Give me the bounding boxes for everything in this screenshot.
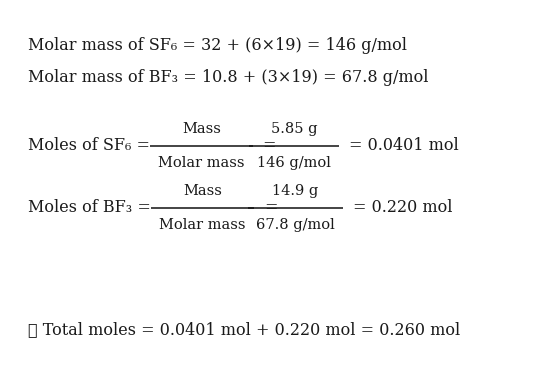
Text: =: = (264, 200, 277, 217)
Text: = 0.0401 mol: = 0.0401 mol (349, 138, 459, 155)
Text: 14.9 g: 14.9 g (272, 184, 318, 198)
Text: 5.85 g: 5.85 g (271, 122, 317, 136)
Text: Molar mass: Molar mass (159, 218, 246, 232)
Text: ∴ Total moles = 0.0401 mol + 0.220 mol = 0.260 mol: ∴ Total moles = 0.0401 mol + 0.220 mol =… (28, 321, 460, 338)
Text: Molar mass: Molar mass (158, 156, 245, 170)
Text: Moles of BF₃ =: Moles of BF₃ = (28, 200, 151, 217)
Text: 67.8 g/mol: 67.8 g/mol (256, 218, 335, 232)
Text: 146 g/mol: 146 g/mol (257, 156, 331, 170)
Text: Molar mass of SF₆ = 32 + (6×19) = 146 g/mol: Molar mass of SF₆ = 32 + (6×19) = 146 g/… (28, 38, 407, 55)
Text: = 0.220 mol: = 0.220 mol (353, 200, 452, 217)
Text: Mass: Mass (183, 184, 222, 198)
Text: Mass: Mass (182, 122, 221, 136)
Text: Molar mass of BF₃ = 10.8 + (3×19) = 67.8 g/mol: Molar mass of BF₃ = 10.8 + (3×19) = 67.8… (28, 70, 429, 86)
Text: Moles of SF₆ =: Moles of SF₆ = (28, 138, 150, 155)
Text: =: = (263, 138, 276, 155)
